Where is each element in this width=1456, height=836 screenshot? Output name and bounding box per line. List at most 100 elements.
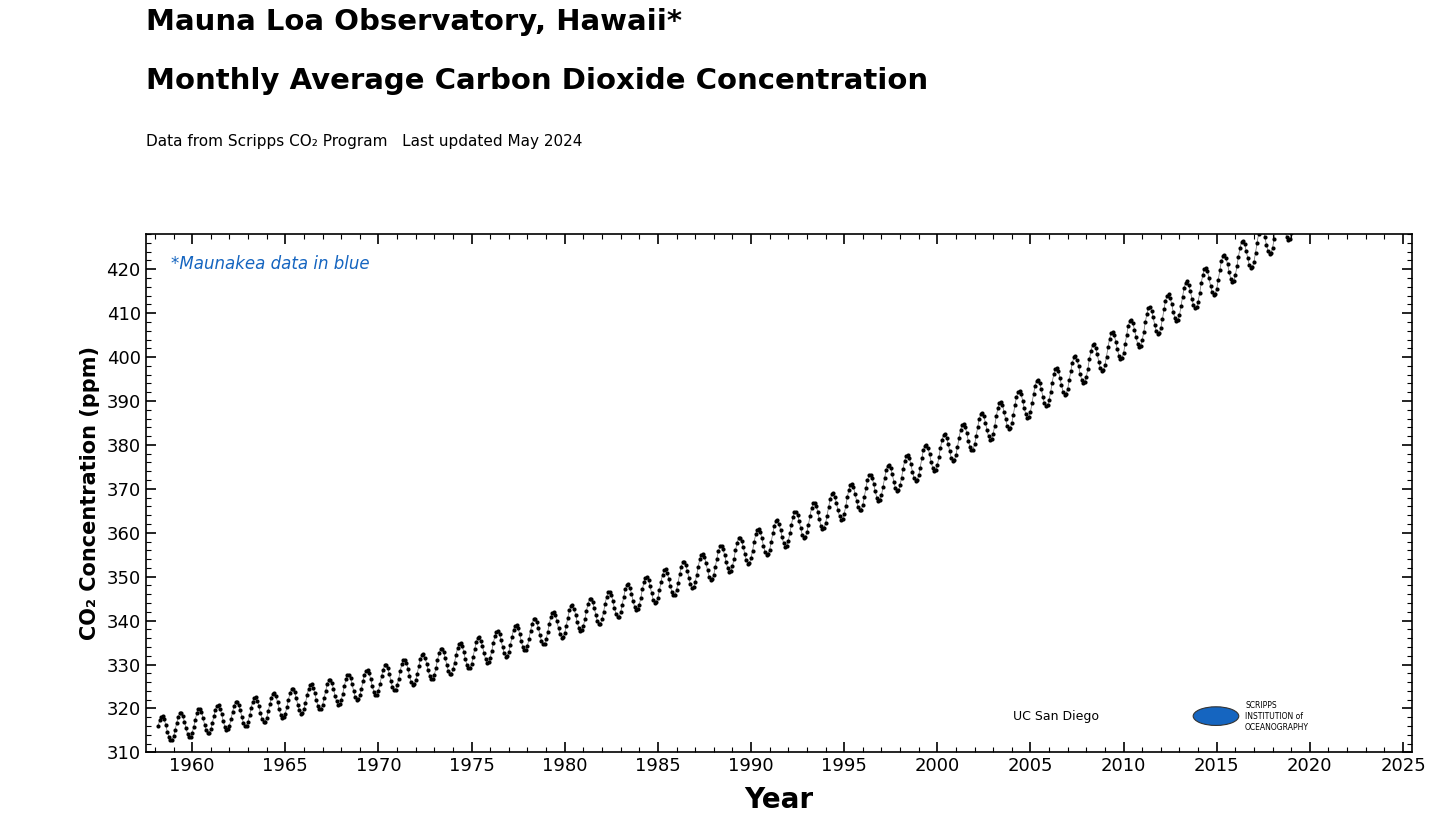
Point: [1061, 356, 1085, 370]
Point: [1216, 257, 1239, 271]
Point: [1120, 314, 1143, 327]
Text: Monthly Average Carbon Dioxide Concentration: Monthly Average Carbon Dioxide Concentra…: [146, 67, 927, 94]
Point: [444, 648, 467, 661]
Point: [795, 526, 818, 539]
Point: [791, 528, 814, 541]
Point: [479, 651, 502, 665]
Point: [1158, 288, 1181, 301]
Point: [850, 503, 874, 517]
Point: [930, 434, 954, 447]
Point: [1300, 203, 1324, 217]
Point: [607, 610, 630, 624]
Point: [799, 502, 823, 515]
Point: [1169, 299, 1192, 313]
Point: [626, 603, 649, 616]
Point: [895, 448, 919, 461]
Point: [383, 683, 406, 696]
Point: [753, 545, 776, 558]
Point: [962, 438, 986, 451]
Point: [1083, 341, 1107, 354]
Point: [872, 472, 895, 485]
Point: [888, 479, 911, 492]
Point: [365, 688, 389, 701]
Point: [529, 628, 552, 641]
Point: [508, 628, 531, 641]
Point: [716, 562, 740, 575]
X-axis label: Year: Year: [744, 787, 814, 814]
Point: [879, 461, 903, 475]
Point: [1198, 279, 1222, 293]
Point: [364, 688, 387, 701]
Point: [981, 427, 1005, 441]
Point: [1360, 134, 1383, 147]
Point: [622, 594, 645, 608]
Point: [1045, 361, 1069, 375]
Point: [437, 664, 460, 677]
Point: [345, 693, 368, 706]
Point: [354, 664, 377, 677]
Point: [1374, 144, 1398, 157]
Point: [859, 468, 882, 482]
Point: [977, 430, 1000, 443]
Point: [467, 630, 491, 644]
Point: [1050, 379, 1073, 392]
Point: [418, 670, 441, 683]
Point: [306, 699, 329, 712]
Point: [654, 563, 677, 576]
Point: [914, 438, 938, 451]
Point: [1284, 199, 1307, 212]
Point: [574, 612, 597, 625]
Point: [150, 710, 173, 723]
Point: [358, 666, 381, 680]
Point: [507, 622, 530, 635]
Point: [887, 484, 910, 497]
Point: [903, 472, 926, 485]
Point: [533, 637, 556, 650]
Point: [1281, 218, 1305, 232]
Point: [938, 445, 961, 458]
Point: [1305, 179, 1328, 192]
Point: [1184, 302, 1207, 315]
Point: [1200, 285, 1223, 298]
Point: [911, 444, 935, 457]
Point: [556, 611, 579, 624]
Point: [715, 556, 738, 569]
Point: [412, 648, 435, 661]
Point: [1341, 149, 1364, 162]
Point: [459, 661, 482, 675]
Point: [462, 650, 485, 664]
Point: [1053, 388, 1076, 401]
Point: [214, 723, 237, 737]
Point: [172, 709, 195, 722]
Point: [1115, 328, 1139, 341]
Point: [1021, 397, 1044, 410]
Point: [1059, 364, 1082, 378]
Point: [1070, 373, 1093, 386]
Point: [454, 653, 478, 666]
Point: [563, 608, 587, 621]
Point: [424, 661, 447, 675]
Point: [636, 573, 660, 587]
Point: [1219, 272, 1242, 285]
Point: [530, 635, 553, 648]
Point: [741, 544, 764, 558]
Point: [555, 619, 578, 632]
Point: [839, 478, 862, 492]
Point: [392, 654, 415, 667]
Point: [692, 548, 715, 561]
Point: [406, 667, 430, 681]
Point: [208, 702, 232, 716]
Point: [1230, 236, 1254, 249]
Point: [489, 634, 513, 647]
Text: UC San Diego: UC San Diego: [1013, 710, 1099, 722]
Point: [697, 570, 721, 584]
Point: [597, 585, 620, 599]
Point: [1206, 282, 1229, 295]
Point: [227, 698, 250, 711]
Point: [446, 641, 469, 655]
Point: [681, 580, 705, 594]
Point: [590, 613, 613, 626]
Point: [862, 477, 885, 491]
Point: [728, 531, 751, 544]
Point: [1104, 335, 1127, 349]
